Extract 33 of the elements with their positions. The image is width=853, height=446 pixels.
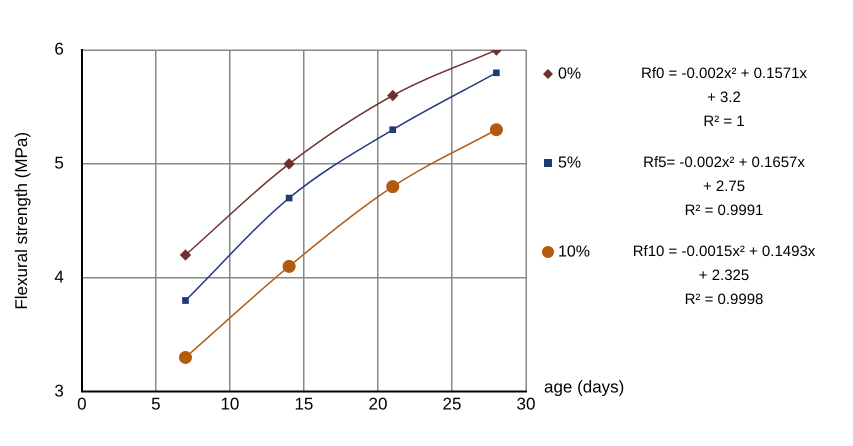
point xyxy=(282,260,296,273)
legend-label: 5% xyxy=(558,154,582,172)
legend-label: 10% xyxy=(558,243,590,260)
x-axis-title: age (days) xyxy=(544,377,624,396)
point xyxy=(389,126,396,134)
x-tick-label: 5 xyxy=(151,394,161,414)
point xyxy=(180,249,191,260)
point xyxy=(286,194,292,202)
y-axis-title: Flexural strength (MPa) xyxy=(12,132,31,310)
x-tick-label: 25 xyxy=(442,394,462,414)
point xyxy=(284,158,295,170)
x-tick-label: 30 xyxy=(516,394,536,414)
point xyxy=(490,123,503,136)
point xyxy=(182,297,189,304)
text: R² = 0.9998 xyxy=(684,291,764,308)
point xyxy=(178,350,192,364)
point xyxy=(387,90,398,102)
x-tick-label: 15 xyxy=(294,394,314,414)
y-tick-label: 3 xyxy=(54,381,64,400)
y-tick-label: 6 xyxy=(54,40,64,59)
point xyxy=(386,180,400,194)
y-tick-label: 5 xyxy=(54,154,64,173)
x-tick-label: 20 xyxy=(368,394,388,414)
text: Rf0 = -0.002x² + 0.1571x + 3.2 xyxy=(641,65,808,106)
point xyxy=(493,69,500,76)
text: R² = 0.9991 xyxy=(684,202,764,220)
x-tick-label: 0 xyxy=(77,394,87,414)
y-tick-label: 4 xyxy=(54,267,64,286)
text: Rf5= -0.002x² + 0.1657x + 2.75 xyxy=(643,154,806,196)
text: R² = 1 xyxy=(703,113,745,130)
text: Rf10 = -0.0015x² + 0.1493x + 2.325 xyxy=(632,243,816,284)
x-tick-label: 10 xyxy=(220,394,240,414)
legend-label: 0% xyxy=(558,65,582,82)
